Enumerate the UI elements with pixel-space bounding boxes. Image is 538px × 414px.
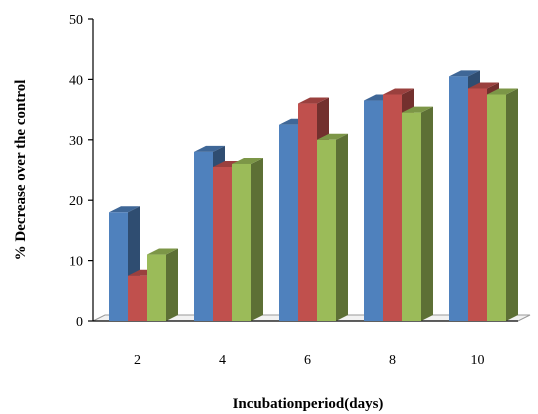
x-tick-label: 8 xyxy=(389,353,396,368)
bar-front xyxy=(364,100,383,321)
bar-front xyxy=(317,139,336,321)
bar-front xyxy=(109,212,128,321)
bar-top xyxy=(487,88,518,95)
bar xyxy=(402,106,433,322)
bar-top xyxy=(317,133,348,140)
y-axis-title: % Decrease over the control xyxy=(13,80,29,261)
x-tick-label: 10 xyxy=(471,353,485,368)
bar-side xyxy=(336,133,348,321)
bar-front xyxy=(468,88,487,322)
bar-side xyxy=(251,157,263,321)
bar-top xyxy=(147,248,178,255)
y-tick-label: 20 xyxy=(69,194,83,209)
x-tick-label: 4 xyxy=(219,353,226,368)
y-tick-label: 50 xyxy=(69,13,83,28)
bar-front xyxy=(279,124,298,321)
bars xyxy=(109,70,518,322)
x-tick-labels: 2 4 6 8 10 xyxy=(134,353,485,368)
bar-top xyxy=(468,82,499,89)
bar-front xyxy=(298,103,317,321)
bar xyxy=(232,157,263,321)
bar-side xyxy=(421,106,433,322)
bar-front xyxy=(213,166,232,321)
bar-front xyxy=(449,76,468,321)
x-tick-label: 6 xyxy=(304,353,311,368)
bar-front xyxy=(147,254,166,321)
bar-side xyxy=(166,248,178,321)
bar xyxy=(147,248,178,321)
bar xyxy=(487,88,518,321)
bar-side xyxy=(506,88,518,321)
x-tick-label: 2 xyxy=(134,353,141,368)
y-tick-label: 0 xyxy=(76,315,83,330)
bar-front xyxy=(232,163,251,321)
bar-top xyxy=(383,88,414,95)
bar-front xyxy=(194,151,213,321)
y-tick-labels: 0 10 20 30 40 50 xyxy=(69,13,83,330)
bar-top xyxy=(194,145,225,152)
bar xyxy=(317,133,348,321)
bar-front xyxy=(383,94,402,321)
bar-top xyxy=(449,70,480,77)
bar-top xyxy=(402,106,433,113)
bar-front xyxy=(128,275,147,321)
bar-front xyxy=(487,94,506,321)
y-tick-label: 40 xyxy=(69,73,83,88)
y-tick-label: 30 xyxy=(69,134,83,149)
bar-top xyxy=(298,97,329,104)
bar-top xyxy=(232,157,263,164)
bar-front xyxy=(402,112,421,322)
y-tick-label: 10 xyxy=(69,255,83,270)
x-axis-title: Incubationperiod(days) xyxy=(233,396,384,412)
bar-top xyxy=(109,206,140,213)
